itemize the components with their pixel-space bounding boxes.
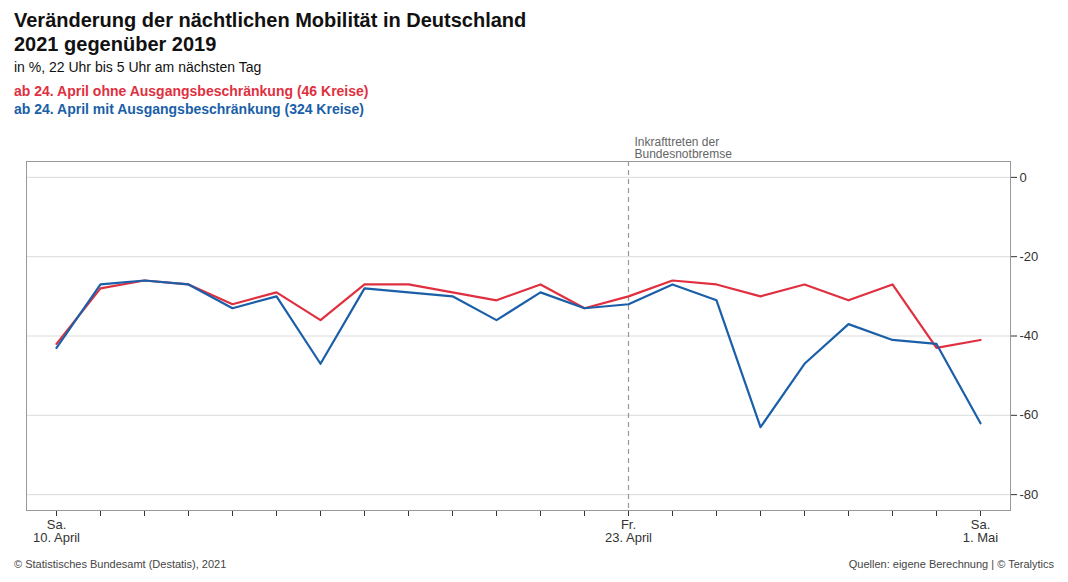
html-text:ab 24. April ohne Ausgangsbesc: ab 24. April ohne Ausgangsbeschränkung (… [14, 82, 369, 99]
svg-text:-20: -20 [1020, 249, 1039, 264]
html-text:ab 24. April mit Ausgangsbesch: ab 24. April mit Ausgangsbeschränkung (3… [14, 101, 364, 118]
svg-text:Sa.1. Mai: Sa.1. Mai [963, 517, 999, 545]
html-text:Veränderung der nächtlichen Mo: Veränderung der nächtlichen Mobilität in… [14, 9, 527, 55]
svg-text:-60: -60 [1020, 408, 1039, 423]
svg-text:Inkrafttreten derBundesnotbrem: Inkrafttreten derBundesnotbremse [635, 135, 733, 161]
svg-text:0: 0 [1020, 170, 1027, 185]
svg-text:Fr.23. April: Fr.23. April [605, 517, 652, 545]
svg-text:-80: -80 [1020, 487, 1039, 502]
svg-text:-40: -40 [1020, 329, 1039, 344]
html-text:© Statistisches Bundesamt (Des: © Statistisches Bundesamt (Destatis), 20… [14, 558, 227, 571]
html-text:Quellen: eigene Berechnung | ©: Quellen: eigene Berechnung | © Teralytic… [848, 558, 1054, 571]
html-text:in %, 22 Uhr bis 5 Uhr am näch: in %, 22 Uhr bis 5 Uhr am nächsten Tag [14, 59, 262, 75]
svg-text:Sa.10. April: Sa.10. April [33, 517, 80, 545]
